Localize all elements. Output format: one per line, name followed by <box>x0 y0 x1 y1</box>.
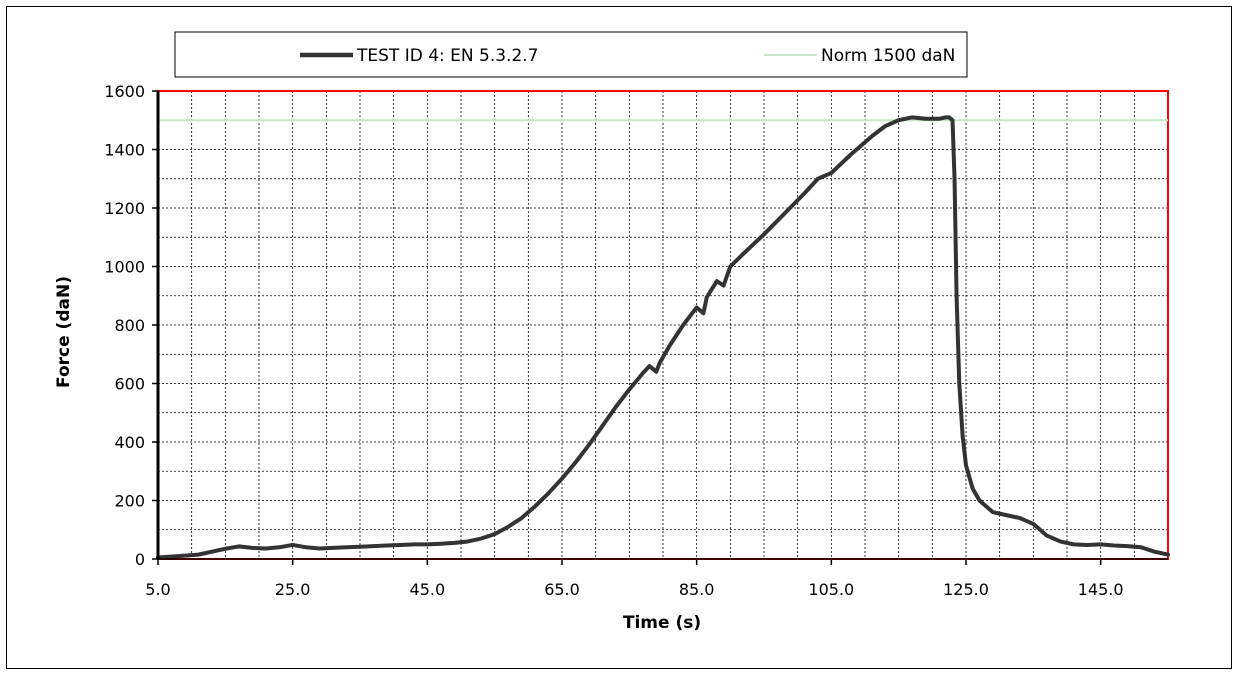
x-tick-label: 125.0 <box>943 580 989 599</box>
legend-label-norm-series: Norm 1500 daN <box>821 46 955 66</box>
x-tick-label: 85.0 <box>679 580 715 599</box>
x-tick-label: 25.0 <box>275 580 311 599</box>
x-tick-label: 65.0 <box>544 580 580 599</box>
y-axis-title: Force (daN) <box>54 276 74 388</box>
chart-frame: TEST ID 4: EN 5.3.2.7 Norm 1500 daN 0 200… <box>6 6 1232 669</box>
legend: TEST ID 4: EN 5.3.2.7 Norm 1500 daN <box>174 31 968 78</box>
y-tick-label: 1000 <box>104 258 145 277</box>
y-axis-ticks: 0 200 400 600 800 1000 1200 1400 1600 <box>104 82 158 569</box>
y-tick-label: 400 <box>114 433 145 452</box>
legend-label-test-series: TEST ID 4: EN 5.3.2.7 <box>356 46 539 66</box>
y-tick-label: 800 <box>114 316 145 335</box>
y-tick-label: 1600 <box>104 82 145 101</box>
y-tick-label: 1400 <box>104 141 145 160</box>
x-tick-label: 145.0 <box>1078 580 1124 599</box>
test-series <box>156 115 1170 560</box>
y-tick-label: 0 <box>135 550 145 569</box>
x-axis-ticks: 5.0 25.0 45.0 65.0 85.0 105.0 125.0 145.0 <box>145 559 1124 599</box>
x-tick-label: 105.0 <box>808 580 854 599</box>
force-time-chart: TEST ID 4: EN 5.3.2.7 Norm 1500 daN 0 200… <box>54 31 1170 633</box>
y-tick-label: 600 <box>114 375 145 394</box>
x-tick-label: 5.0 <box>145 580 170 599</box>
x-tick-label: 45.0 <box>410 580 446 599</box>
y-tick-label: 1200 <box>104 199 145 218</box>
test-series-line <box>156 115 1170 560</box>
x-axis-title: Time (s) <box>623 613 701 633</box>
y-tick-label: 200 <box>114 492 145 511</box>
